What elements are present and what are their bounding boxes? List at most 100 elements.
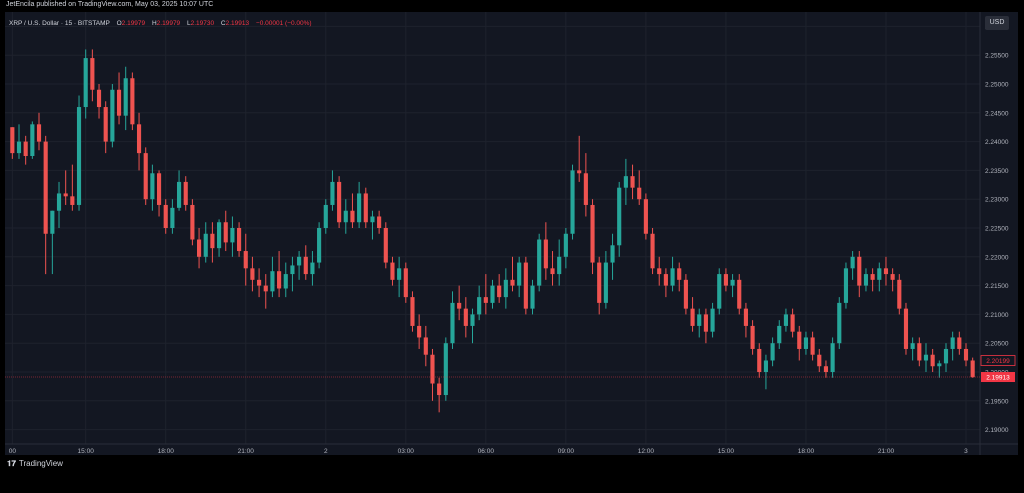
candlestick-chart[interactable]: 2.190002.195002.200002.205002.210002.215… (5, 12, 1018, 455)
candle-body (770, 343, 775, 361)
candle-body (670, 268, 675, 286)
candle-body (136, 124, 142, 154)
candle-body (70, 196, 75, 205)
x-tick-label: 3 (964, 448, 968, 455)
open-value: 2.19979 (121, 20, 146, 27)
candle-body (190, 204, 195, 240)
open-key: O (116, 20, 122, 27)
candle-body (103, 107, 108, 142)
candle-body (203, 233, 208, 257)
candle-body (777, 325, 782, 344)
candle-body (903, 308, 909, 349)
candle-body (283, 274, 288, 289)
candle-body (383, 228, 388, 263)
candle-body (130, 78, 135, 125)
candle-body (83, 58, 88, 108)
candle-body (923, 354, 929, 361)
candle-body (43, 141, 48, 234)
candle-body (337, 181, 342, 223)
x-tick-label: 15:00 (718, 448, 735, 455)
candle-body (443, 343, 448, 396)
candle-body (477, 297, 482, 315)
y-tick-label: 2.25500 (985, 53, 1009, 60)
candle-body (230, 228, 235, 243)
candle-body (63, 193, 68, 197)
candle-body (270, 271, 275, 292)
last-price-label: 2.19913 (986, 375, 1010, 382)
candle-body (96, 89, 102, 108)
x-tick-label: 06:00 (478, 448, 495, 455)
currency-button[interactable]: USD (985, 16, 1009, 30)
candle-body (883, 268, 889, 275)
candle-body (683, 279, 688, 309)
candle-body (510, 279, 515, 286)
candle-body (463, 308, 468, 326)
candle-body (677, 268, 682, 280)
x-tick-label: 09:00 (558, 448, 575, 455)
y-tick-label: 2.21500 (985, 283, 1009, 290)
candle-body (497, 285, 502, 298)
candle-body (837, 302, 842, 344)
candle-body (277, 271, 282, 289)
footer-bar: 𝟏𝟕 TradingView (0, 455, 1024, 493)
candle-body (503, 279, 508, 298)
candle-body (243, 251, 248, 269)
candle-body (737, 279, 742, 309)
candle-body (470, 314, 475, 326)
x-tick-label: 21:00 (878, 448, 895, 455)
candle-body (857, 256, 862, 286)
candle-body (343, 210, 348, 223)
tradingview-logo[interactable]: 𝟏𝟕 TradingView (7, 459, 63, 469)
candle-body (543, 239, 548, 269)
candle-body (170, 207, 175, 228)
candle-body (357, 193, 362, 223)
candle-body (917, 343, 922, 361)
candle-body (763, 360, 768, 372)
candle-body (76, 107, 82, 205)
candle-body (783, 314, 789, 326)
candle-body (950, 337, 955, 349)
candle-body (163, 204, 168, 228)
candle-body (363, 193, 368, 223)
candle-body (863, 274, 869, 286)
y-tick-label: 2.19000 (985, 427, 1009, 434)
symbol-name: XRP / U.S. Dollar · 15 · BITSTAMP (9, 20, 110, 27)
candle-body (143, 153, 148, 200)
candle-body (570, 170, 575, 234)
x-tick-label: 15:00 (78, 448, 95, 455)
candle-body (537, 239, 542, 286)
candle-body (590, 204, 595, 263)
candle-body (36, 124, 42, 142)
candle-body (757, 348, 762, 372)
candle-body (517, 262, 522, 286)
candle-body (257, 279, 262, 286)
candle-body (50, 210, 55, 234)
candle-body (743, 308, 748, 326)
symbol-legend: XRP / U.S. Dollar · 15 · BITSTAMP O2.199… (9, 19, 312, 28)
publish-bar: JetEncila published on TradingView.com, … (0, 0, 1024, 10)
candle-body (223, 222, 228, 243)
y-tick-label: 2.21000 (985, 312, 1009, 319)
chart-background (5, 12, 1018, 455)
candle-body (550, 268, 555, 275)
candle-body (817, 354, 822, 367)
candle-body (290, 265, 295, 275)
candle-body (663, 274, 668, 286)
candle-body (330, 181, 335, 205)
candle-body (697, 314, 702, 326)
candle-body (603, 262, 608, 303)
candle-body (430, 354, 435, 384)
candle-body (30, 124, 35, 156)
candle-body (530, 285, 535, 309)
candle-body (56, 193, 62, 211)
candle-body (156, 173, 162, 205)
y-tick-label: 2.24500 (985, 110, 1009, 117)
tradingview-brand-text: TradingView (18, 459, 63, 468)
candle-body (623, 176, 628, 188)
candle-body (297, 256, 302, 266)
prev-price-label: 2.20199 (986, 358, 1010, 365)
candle-body (877, 268, 882, 280)
candle-body (317, 228, 322, 263)
chart-panel[interactable]: 2.190002.195002.200002.205002.210002.215… (5, 12, 1018, 455)
candle-body (250, 268, 255, 280)
